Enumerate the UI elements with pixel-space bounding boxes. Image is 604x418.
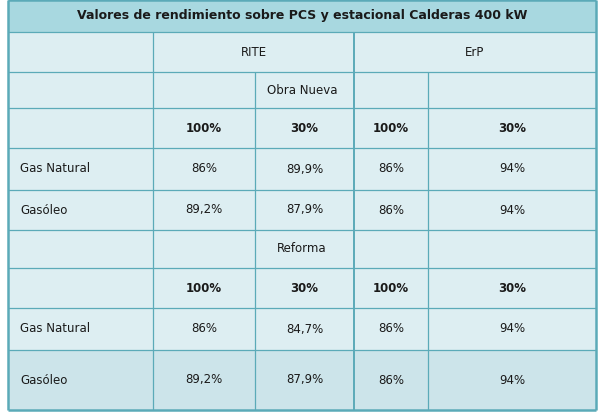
Text: 30%: 30% xyxy=(498,281,526,295)
Text: 94%: 94% xyxy=(499,323,525,336)
Text: 87,9%: 87,9% xyxy=(286,204,323,217)
Text: 86%: 86% xyxy=(378,374,404,387)
Text: 94%: 94% xyxy=(499,374,525,387)
Text: Gasóleo: Gasóleo xyxy=(20,374,68,387)
Text: 89,2%: 89,2% xyxy=(185,374,223,387)
Text: 86%: 86% xyxy=(378,163,404,176)
Text: 87,9%: 87,9% xyxy=(286,374,323,387)
Text: 100%: 100% xyxy=(373,122,409,135)
Text: Valores de rendimiento sobre PCS y estacional Calderas 400 kW: Valores de rendimiento sobre PCS y estac… xyxy=(77,10,527,23)
Text: 100%: 100% xyxy=(373,281,409,295)
Text: 86%: 86% xyxy=(378,204,404,217)
Text: 86%: 86% xyxy=(191,323,217,336)
Text: Gas Natural: Gas Natural xyxy=(20,323,90,336)
Text: 86%: 86% xyxy=(378,323,404,336)
Bar xyxy=(8,0,596,32)
Text: Gasóleo: Gasóleo xyxy=(20,204,68,217)
Text: ErP: ErP xyxy=(465,46,484,59)
Text: 100%: 100% xyxy=(186,281,222,295)
Text: 30%: 30% xyxy=(498,122,526,135)
Text: 89,2%: 89,2% xyxy=(185,204,223,217)
Text: 84,7%: 84,7% xyxy=(286,323,323,336)
Text: 89,9%: 89,9% xyxy=(286,163,323,176)
Text: 94%: 94% xyxy=(499,163,525,176)
Text: Obra Nueva: Obra Nueva xyxy=(267,84,337,97)
Text: 86%: 86% xyxy=(191,163,217,176)
Text: 100%: 100% xyxy=(186,122,222,135)
Text: 30%: 30% xyxy=(291,122,318,135)
Text: 94%: 94% xyxy=(499,204,525,217)
Text: Reforma: Reforma xyxy=(277,242,327,255)
Text: Gas Natural: Gas Natural xyxy=(20,163,90,176)
Bar xyxy=(8,350,596,410)
Text: 30%: 30% xyxy=(291,281,318,295)
Text: RITE: RITE xyxy=(240,46,266,59)
